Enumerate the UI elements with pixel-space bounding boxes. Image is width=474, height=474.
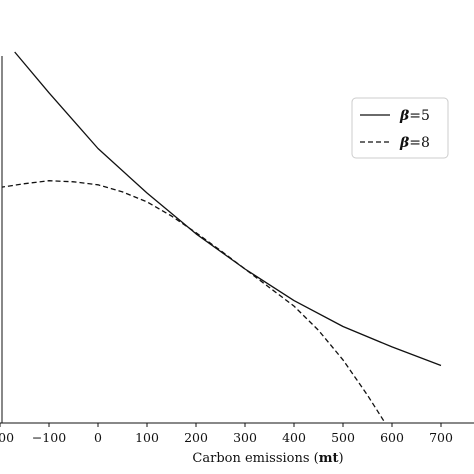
- plot-area: -200 −100 0 100 200 300 400 500 600 700: [0, 51, 474, 445]
- x-tick-label: 600: [380, 430, 404, 445]
- x-tick-label: 700: [429, 430, 453, 445]
- x-tick-label: -200: [0, 430, 14, 445]
- x-tick-label: 400: [282, 430, 306, 445]
- x-tick-label: 100: [135, 430, 159, 445]
- legend-label-beta-8: β=8: [399, 135, 430, 151]
- legend-label-beta-5: β=5: [399, 108, 430, 124]
- legend-box: [351, 97, 449, 159]
- x-tick-label: 0: [94, 430, 102, 445]
- x-tick-label: 500: [331, 430, 355, 445]
- x-axis-ticks: -200 −100 0 100 200 300 400 500 600 700: [0, 423, 453, 445]
- x-tick-label: −100: [32, 430, 66, 445]
- legend: β=5 β=8: [351, 97, 449, 159]
- x-tick-label: 300: [233, 430, 257, 445]
- x-axis-title: Carbon emissions (mt): [192, 451, 343, 466]
- series-lines: [2, 51, 442, 422]
- series-line-beta-5: [14, 51, 442, 367]
- x-tick-label: 200: [184, 430, 208, 445]
- series-line-beta-8: [2, 180, 386, 422]
